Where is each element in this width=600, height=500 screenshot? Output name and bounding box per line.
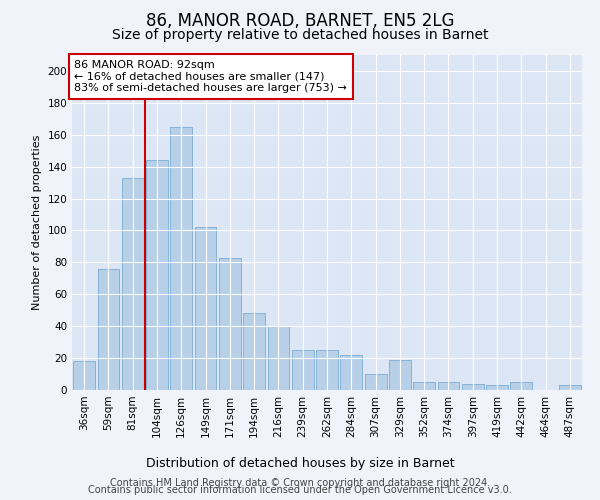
Text: Distribution of detached houses by size in Barnet: Distribution of detached houses by size … xyxy=(146,458,454,470)
Text: Contains public sector information licensed under the Open Government Licence v3: Contains public sector information licen… xyxy=(88,485,512,495)
Bar xyxy=(243,314,265,390)
Bar xyxy=(97,269,119,390)
Bar xyxy=(146,160,168,390)
Bar xyxy=(170,127,192,390)
Bar xyxy=(437,382,460,390)
Bar xyxy=(413,382,435,390)
Bar xyxy=(462,384,484,390)
Text: 86 MANOR ROAD: 92sqm
← 16% of detached houses are smaller (147)
83% of semi-deta: 86 MANOR ROAD: 92sqm ← 16% of detached h… xyxy=(74,60,347,93)
Bar xyxy=(219,258,241,390)
Bar xyxy=(511,382,532,390)
Text: 86, MANOR ROAD, BARNET, EN5 2LG: 86, MANOR ROAD, BARNET, EN5 2LG xyxy=(146,12,454,30)
Bar xyxy=(316,350,338,390)
Bar xyxy=(486,385,508,390)
Bar xyxy=(559,385,581,390)
Bar xyxy=(389,360,411,390)
Y-axis label: Number of detached properties: Number of detached properties xyxy=(32,135,42,310)
Bar xyxy=(268,326,289,390)
Bar xyxy=(122,178,143,390)
Bar xyxy=(292,350,314,390)
Bar xyxy=(73,362,95,390)
Bar xyxy=(365,374,386,390)
Bar xyxy=(340,355,362,390)
Text: Size of property relative to detached houses in Barnet: Size of property relative to detached ho… xyxy=(112,28,488,42)
Text: Contains HM Land Registry data © Crown copyright and database right 2024.: Contains HM Land Registry data © Crown c… xyxy=(110,478,490,488)
Bar xyxy=(194,228,217,390)
